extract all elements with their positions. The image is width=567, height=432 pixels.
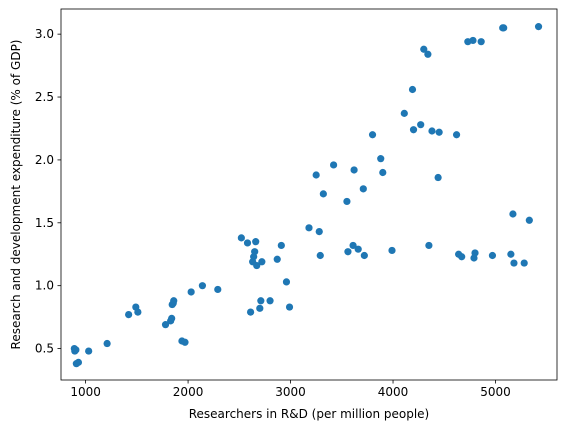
data-point-54 (400, 109, 408, 117)
data-point-45 (349, 241, 357, 250)
data-point-5 (85, 347, 93, 355)
data-point-53 (388, 246, 396, 255)
x-axis-label: Researchers in R&D (per million people) (189, 407, 430, 421)
data-point-15 (170, 297, 178, 305)
data-point-27 (252, 238, 260, 246)
data-point-17 (181, 338, 189, 346)
data-point-6 (103, 339, 111, 348)
x-tick-label: 5000 (480, 385, 511, 399)
data-point-12 (168, 314, 176, 322)
data-point-71 (477, 38, 485, 46)
data-point-41 (319, 190, 327, 198)
data-point-32 (266, 297, 274, 305)
data-point-35 (282, 278, 291, 286)
data-point-61 (428, 127, 436, 135)
data-point-21 (237, 234, 245, 242)
data-point-47 (354, 245, 362, 253)
data-point-74 (500, 24, 508, 32)
x-tick-label: 3000 (275, 385, 306, 399)
data-point-43 (343, 197, 351, 206)
data-point-55 (408, 85, 417, 94)
data-point-64 (452, 131, 461, 139)
data-point-62 (434, 173, 442, 182)
data-point-40 (316, 251, 324, 260)
y-tick-label: 2.0 (35, 153, 54, 167)
data-point-60 (425, 241, 433, 250)
data-point-28 (253, 261, 261, 270)
x-tick-label: 4000 (378, 385, 409, 399)
y-tick-label: 3.0 (35, 27, 54, 41)
data-point-7 (125, 311, 133, 319)
data-point-72 (488, 251, 497, 260)
y-tick-label: 0.5 (35, 342, 54, 356)
data-point-36 (285, 303, 294, 311)
x-tick-label: 2000 (173, 385, 204, 399)
data-point-22 (243, 239, 252, 247)
data-point-76 (509, 210, 517, 218)
data-point-78 (520, 259, 528, 267)
data-point-39 (315, 228, 323, 236)
data-point-34 (277, 241, 285, 250)
data-point-79 (525, 216, 533, 224)
data-point-68 (469, 36, 477, 45)
data-point-75 (507, 250, 515, 258)
data-point-9 (134, 308, 142, 316)
y-axis-ticks: 0.5 1.0 1.5 2.0 2.5 3.0 (35, 27, 61, 356)
data-point-46 (350, 166, 358, 174)
y-axis-label: Research and development expenditure (% … (9, 40, 23, 350)
data-point-77 (510, 259, 518, 267)
data-point-70 (471, 249, 479, 257)
data-point-26 (251, 248, 259, 256)
data-point-31 (258, 258, 266, 266)
data-point-19 (198, 282, 207, 290)
data-point-37 (305, 224, 313, 232)
data-point-49 (360, 251, 368, 260)
data-point-4 (74, 358, 83, 366)
data-point-23 (246, 308, 255, 316)
data-point-80 (534, 23, 543, 31)
data-point-56 (409, 126, 418, 134)
data-point-50 (368, 131, 377, 139)
data-point-66 (458, 253, 466, 261)
data-point-59 (424, 50, 432, 58)
data-point-58 (420, 45, 428, 53)
data-points (70, 23, 543, 368)
x-tick-label: 1000 (70, 385, 101, 399)
data-point-52 (379, 168, 387, 177)
y-tick-label: 1.0 (35, 279, 54, 293)
data-point-30 (257, 297, 265, 305)
x-axis-ticks: 1000 2000 3000 4000 5000 (70, 380, 511, 399)
data-point-20 (214, 285, 222, 294)
data-point-48 (359, 185, 367, 193)
data-point-44 (344, 248, 352, 256)
data-point-33 (273, 255, 281, 263)
data-point-42 (330, 161, 338, 169)
data-point-51 (377, 155, 385, 163)
data-point-2 (72, 346, 80, 354)
data-point-29 (256, 304, 264, 312)
data-point-57 (417, 121, 425, 129)
y-tick-label: 1.5 (35, 216, 54, 230)
y-tick-label: 2.5 (35, 90, 54, 104)
data-point-63 (435, 128, 443, 136)
plot-frame (60, 8, 558, 381)
data-point-10 (161, 321, 170, 329)
data-point-18 (187, 288, 195, 296)
data-point-38 (312, 171, 320, 179)
